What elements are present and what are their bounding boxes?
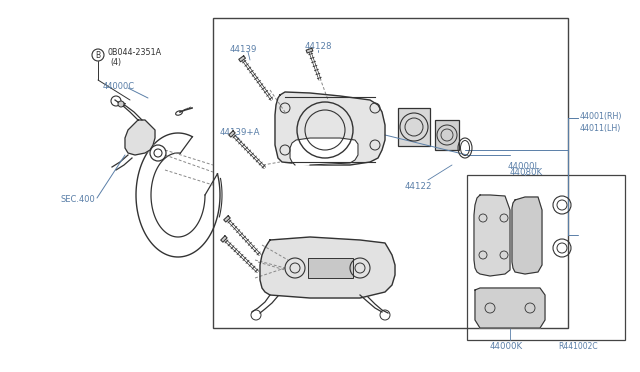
Polygon shape [224, 216, 230, 222]
Text: 44122: 44122 [405, 182, 433, 191]
Text: 44139+A: 44139+A [220, 128, 260, 137]
Bar [308, 258, 353, 278]
Bar [467, 175, 625, 340]
Polygon shape [475, 288, 545, 328]
Text: 44000C: 44000C [103, 82, 135, 91]
Bar [398, 108, 430, 146]
Polygon shape [125, 120, 155, 155]
Polygon shape [306, 48, 313, 53]
Circle shape [118, 101, 124, 107]
Text: 44080K: 44080K [510, 168, 543, 177]
Polygon shape [512, 197, 542, 274]
Text: 44139: 44139 [230, 45, 257, 54]
Polygon shape [260, 237, 395, 298]
Polygon shape [221, 236, 227, 242]
Text: 0B044-2351A: 0B044-2351A [107, 48, 161, 57]
Text: 44000L: 44000L [508, 162, 540, 171]
Polygon shape [474, 195, 510, 276]
Text: 44000K: 44000K [490, 342, 523, 351]
Text: 44128: 44128 [305, 42, 333, 51]
Text: 44001(RH): 44001(RH) [580, 112, 623, 121]
Bar [435, 120, 459, 150]
Text: 44011(LH): 44011(LH) [580, 124, 621, 133]
Polygon shape [239, 56, 245, 62]
Text: B: B [95, 51, 100, 60]
Polygon shape [275, 92, 385, 165]
Bar [213, 18, 568, 328]
Polygon shape [228, 131, 235, 137]
Text: R441002C: R441002C [558, 342, 598, 351]
Polygon shape [290, 138, 358, 165]
Text: (4): (4) [110, 58, 121, 67]
Text: SEC.400: SEC.400 [60, 195, 95, 204]
